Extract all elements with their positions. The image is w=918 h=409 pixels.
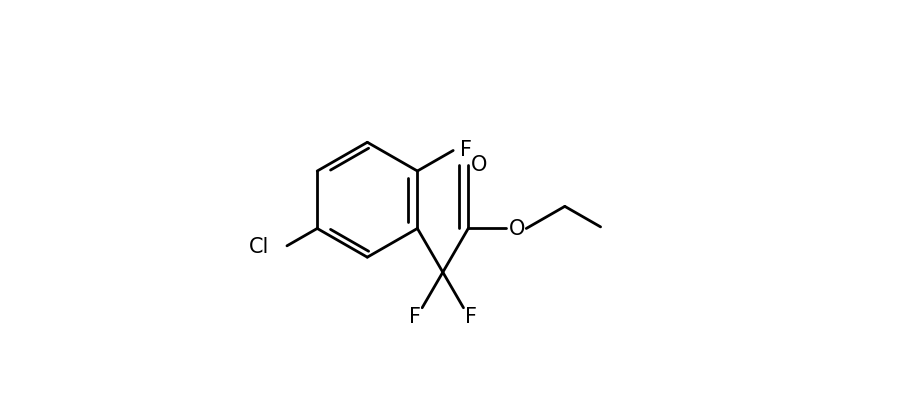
Text: F: F [465, 306, 476, 326]
Text: Cl: Cl [249, 236, 269, 256]
Text: O: O [509, 219, 525, 239]
Text: F: F [409, 306, 421, 326]
Text: F: F [460, 139, 472, 160]
Text: O: O [471, 154, 487, 174]
